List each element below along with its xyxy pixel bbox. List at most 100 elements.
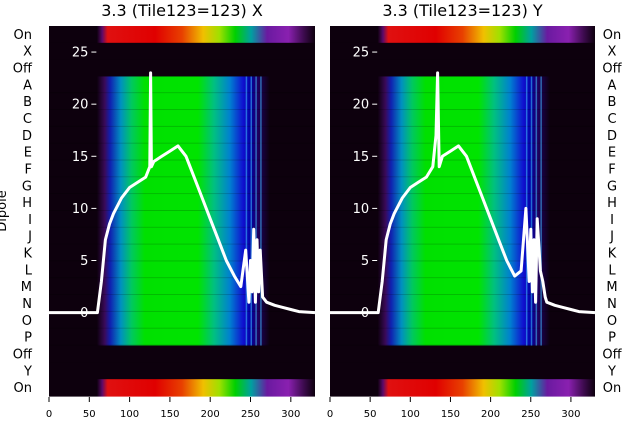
heatmap-row (330, 59, 595, 78)
row-label: J (27, 230, 32, 245)
heatmap-row (49, 362, 315, 380)
heatmap-row (49, 160, 315, 178)
heatmap-streak (255, 76, 257, 346)
row-label: F (25, 162, 32, 177)
heatmap-row (49, 26, 315, 44)
row-label: F (608, 162, 615, 177)
heatmap-row-divider (49, 277, 315, 279)
row-label: On (603, 28, 621, 43)
heatmap-row-divider (330, 277, 595, 279)
row-label: C (607, 112, 616, 127)
row-label: On (14, 381, 32, 396)
row-label: N (607, 297, 617, 312)
heatmap-row (330, 76, 595, 94)
row-label: On (14, 28, 32, 43)
row-label: K (23, 247, 32, 262)
row-label: Off (602, 347, 622, 362)
row-label: L (25, 263, 33, 278)
row-label: D (22, 129, 32, 144)
heatmap-streak (535, 76, 538, 346)
heatmap-streak (250, 76, 253, 346)
x-tick-label: 250 (521, 409, 540, 420)
overlay-tick-label: 25 (72, 46, 89, 61)
heatmap-row (330, 362, 595, 380)
row-label: Off (602, 62, 622, 77)
row-label: M (606, 280, 617, 295)
row-label: K (608, 247, 617, 262)
heatmap-row (330, 311, 595, 330)
heatmap-row-divider (49, 176, 315, 178)
heatmap-row (330, 261, 595, 279)
heatmap-row (49, 345, 315, 363)
overlay-tick-label: 10 (353, 202, 370, 217)
row-label: Off (13, 347, 33, 362)
overlay-tick-label: 20 (353, 98, 370, 113)
row-label: L (608, 263, 616, 278)
row-label: G (22, 179, 32, 194)
x-tick-label: 50 (83, 409, 96, 420)
row-label: A (608, 78, 617, 93)
heatmap-row (49, 261, 315, 279)
x-tick-label: 100 (401, 409, 420, 420)
heatmap-row-divider (49, 193, 315, 195)
heatmap-row (49, 227, 315, 246)
row-label: P (608, 331, 616, 346)
x-tick-label: 200 (201, 409, 220, 420)
heatmap-row-divider (49, 310, 315, 312)
heatmap-row-divider (49, 243, 315, 245)
overlay-line (330, 71, 596, 315)
heatmap-row-divider (330, 125, 595, 127)
heatmap-row-divider (330, 159, 595, 161)
x-tick-label: 0 (46, 409, 52, 420)
row-label: J (609, 230, 614, 245)
overlay-tick-label: 25 (353, 46, 370, 61)
row-label: E (24, 146, 32, 161)
heatmap-row (49, 110, 315, 128)
heatmap-row (330, 26, 595, 44)
overlay-tick-label: 15 (72, 150, 89, 165)
heatmap-row (330, 244, 595, 263)
overlay-tick-label: 15 (353, 150, 370, 165)
heatmap-row-divider (49, 159, 315, 161)
heatmap-row (330, 110, 595, 128)
row-label: O (607, 314, 617, 329)
heatmap-row-divider (330, 226, 595, 228)
heatmap-row (49, 311, 315, 330)
row-label: O (22, 314, 32, 329)
heatmap-row (49, 211, 315, 229)
row-label: Y (23, 364, 32, 379)
heatmap-row-divider (49, 327, 315, 329)
heatmap-row-divider (330, 327, 595, 329)
heatmap-row (330, 211, 595, 229)
heatmap-row (49, 379, 315, 397)
chart-title: 3.3 (Tile123=123) X (101, 1, 263, 20)
heatmap-row-divider (330, 294, 595, 296)
heatmap-row (49, 244, 315, 263)
row-label: H (607, 196, 617, 211)
row-label: H (22, 196, 32, 211)
x-tick-label: 300 (281, 409, 300, 420)
row-label: P (24, 331, 32, 346)
heatmap-row-divider (49, 344, 315, 346)
heatmap-row-divider (49, 226, 315, 228)
heatmap-row-divider (49, 142, 315, 144)
overlay-tick-label: 20 (72, 98, 89, 113)
overlay-line (49, 71, 316, 315)
heatmap-row (330, 194, 595, 212)
row-label: X (608, 45, 617, 60)
heatmap-row-divider (49, 210, 315, 211)
heatmap-row-divider (49, 92, 315, 94)
heatmap-streak (530, 76, 533, 346)
x-tick-label: 150 (441, 409, 460, 420)
row-label: E (608, 146, 616, 161)
heatmap-row-divider (49, 109, 315, 111)
heatmap-streak (245, 76, 248, 346)
heatmap-row (49, 194, 315, 212)
heatmap-row-divider (49, 125, 315, 127)
x-tick-label: 150 (160, 409, 179, 420)
heatmap-row-divider (330, 193, 595, 195)
x-tick-label: 300 (561, 409, 580, 420)
